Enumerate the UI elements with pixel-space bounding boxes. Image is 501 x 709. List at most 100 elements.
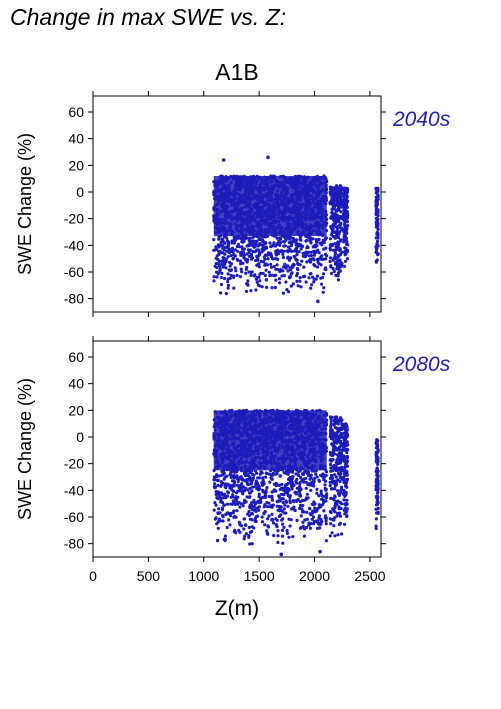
y-tick-label: -60 [64,509,84,525]
data-point [257,484,261,488]
data-point [258,279,262,283]
data-point [250,507,254,511]
data-point [256,258,260,262]
data-point [339,210,343,214]
data-point [281,255,285,260]
data-point [245,282,249,286]
data-point [341,478,346,482]
data-point [342,498,346,502]
data-point [259,497,263,501]
data-point [287,249,291,253]
data-point [287,494,291,498]
data-point [222,248,226,252]
data-point [336,478,340,482]
y-tick-label: 40 [68,376,84,392]
x-tick-label: 500 [137,568,161,584]
data-point [335,219,339,223]
data-point [241,261,245,265]
data-point [317,262,321,266]
data-point [274,267,278,271]
data-point [261,271,265,275]
data-point [328,534,332,538]
data-point [212,238,216,242]
y-tick-label: 20 [68,157,84,173]
data-point [258,476,262,480]
data-point [328,259,332,264]
data-point [335,195,339,199]
data-point [337,263,341,267]
data-point [272,533,276,538]
data-point [250,489,254,493]
data-point [315,274,320,278]
data-point [223,495,227,499]
data-point [275,518,279,522]
data-point [282,471,286,475]
data-point [278,474,282,478]
data-point [284,280,288,284]
data-point [343,259,348,263]
data-point [345,425,349,429]
data-point [244,523,248,528]
data-point [309,286,313,290]
data-point [286,245,291,249]
data-point [215,473,219,477]
data-point [216,483,220,487]
data-point [270,494,274,498]
data-point [341,435,345,439]
data-point [319,517,323,522]
data-point [272,274,276,278]
y-tick-label: -80 [64,291,84,307]
data-point [345,257,350,261]
data-point [345,443,349,447]
data-point [336,247,340,251]
data-point [228,473,232,477]
data-point [339,459,343,463]
data-point [374,526,378,531]
data-point [241,485,246,489]
data-point [329,496,333,500]
data-point [245,260,249,264]
data-point [332,452,336,456]
data-point [215,270,219,274]
data-point [312,280,316,284]
data-point [338,521,343,525]
data-point [293,508,297,512]
outlier-point [318,549,322,554]
data-point [334,469,338,473]
data-point [225,249,229,253]
data-point [332,201,336,205]
data-point [335,267,339,271]
data-point [321,257,325,261]
data-point [345,240,349,244]
data-point [301,472,306,477]
data-point [335,514,339,518]
data-point [288,470,292,474]
data-point [330,271,334,276]
data-point [287,241,291,245]
data-point [249,273,253,277]
data-point [212,275,216,279]
data-point [214,492,219,496]
data-point [241,489,245,493]
data-point [300,259,304,263]
data-point [343,205,347,209]
data-point [240,270,244,274]
data-point [305,492,309,496]
data-point [272,264,276,269]
data-point [342,522,347,526]
outlier-point [266,155,270,160]
data-point [306,482,310,487]
data-point [220,483,224,487]
data-point [238,259,243,263]
data-point [375,457,379,461]
data-point [224,266,228,270]
data-point [222,477,226,481]
data-point [219,276,223,280]
data-point [334,186,338,190]
data-point [375,242,379,246]
data-point [339,221,343,225]
data-point [292,249,296,253]
data-point [286,269,290,273]
data-point [318,241,322,245]
page-title: Change in max SWE vs. Z: [10,4,287,30]
